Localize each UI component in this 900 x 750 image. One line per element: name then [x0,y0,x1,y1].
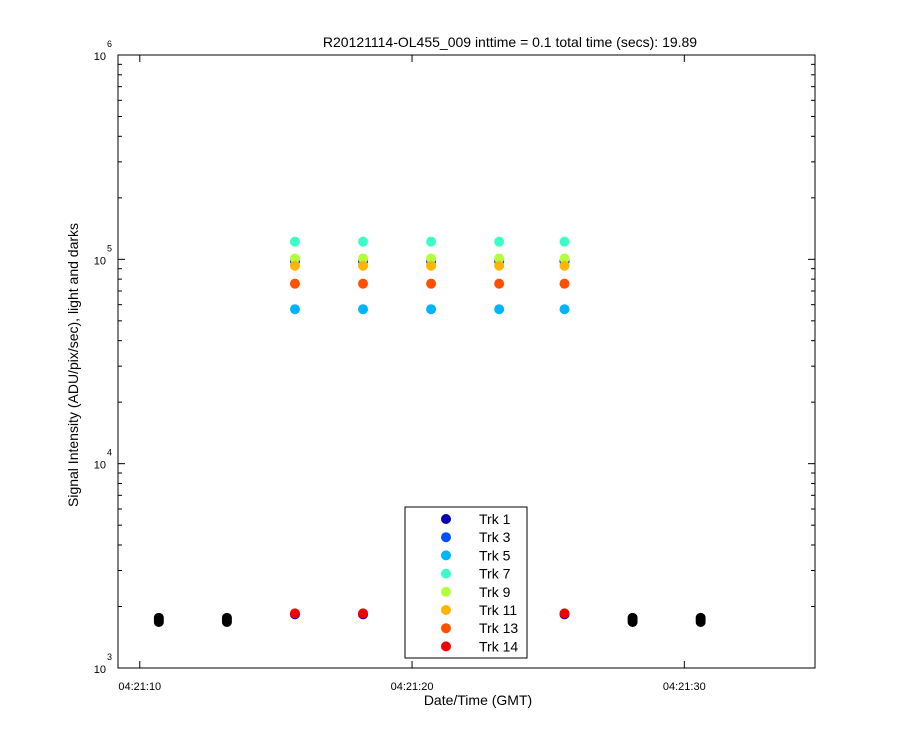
point-trk-14 [289,608,300,619]
point-trk-9 [494,253,505,264]
point-trk-5 [494,304,505,315]
legend-marker [441,605,451,615]
y-axis-label: Signal Intensity (ADU/pix/sec), light an… [65,223,81,507]
legend-marker [441,514,451,524]
point-trk-11 [559,260,570,271]
x-tick-label: 04:21:10 [118,681,161,693]
point-trk-13 [559,278,570,289]
point-trk-11 [494,260,505,271]
legend-label: Trk 11 [479,602,517,618]
legend-marker [441,586,451,597]
legend-marker [441,550,451,561]
x-axis-label: Date/Time (GMT) [424,692,532,708]
legend-box [404,506,528,659]
point-trk-11 [358,260,369,271]
point-trk-14 [358,608,369,619]
legend-label: Trk 3 [479,529,511,545]
dark-frame-point [221,612,232,623]
point-trk-13 [289,278,300,289]
point-trk-14 [559,608,570,619]
legend-label: Trk 14 [479,638,518,654]
dark-frame-point [695,612,706,623]
point-trk-5 [426,304,437,315]
point-trk-7 [426,236,437,247]
point-trk-11 [426,260,437,271]
y-tick-label-exponent: 5 [107,243,112,253]
point-trk-9 [289,253,300,264]
legend-marker [441,623,451,634]
y-tick-label-base: 10 [94,664,106,676]
point-trk-7 [358,236,369,247]
point-trk-5 [289,304,300,315]
minor-ticks [118,63,815,607]
legend: Trk 1 Trk 3 Trk 5 Trk 7 Trk 9 Trk 11 Trk 13 Trk… [404,506,528,659]
x-tick-label: 04:21:20 [391,681,434,693]
legend-label: Trk 5 [479,547,511,563]
dark-frame-point [153,612,164,623]
y-tick-label-base: 10 [94,460,106,472]
point-trk-13 [426,278,437,289]
y-tick-label-exponent: 4 [107,448,112,458]
legend-label: Trk 7 [479,566,511,582]
dark-frame-point [627,612,638,623]
legend-marker [441,532,451,543]
point-trk-13 [494,278,505,289]
point-trk-5 [559,304,570,315]
point-trk-7 [289,236,300,247]
point-trk-7 [559,236,570,247]
point-trk-7 [494,236,505,247]
y-tick-label-base: 10 [94,51,106,63]
legend-label: Trk 9 [479,584,511,600]
point-trk-9 [559,253,570,264]
x-tick-label: 04:21:30 [663,681,706,693]
y-tick-label-exponent: 3 [107,652,112,662]
point-trk-11 [289,260,300,271]
legend-label: Trk 13 [479,620,518,636]
point-trk-5 [358,304,369,315]
point-trk-13 [358,278,369,289]
legend-marker [441,568,451,579]
point-trk-9 [426,253,437,264]
y-tick-label-base: 10 [94,255,106,267]
legend-marker [441,641,451,652]
legend-label: Trk 1 [479,511,511,527]
chart-title: R20121114-OL455_009 inttime = 0.1 total … [323,34,697,50]
data-points [153,236,706,627]
y-tick-label-exponent: 6 [107,39,112,49]
point-trk-9 [358,253,369,264]
